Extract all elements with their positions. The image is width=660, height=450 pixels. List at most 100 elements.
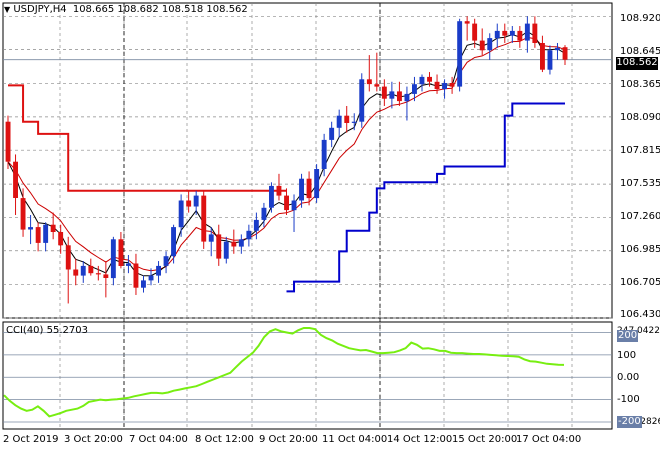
cci-level-tick: -200 xyxy=(617,416,642,428)
candle-body xyxy=(540,43,545,70)
candle-body xyxy=(126,263,131,266)
price-tick: 108.645 xyxy=(620,46,660,57)
price-tick: 106.985 xyxy=(620,244,660,255)
candle-body xyxy=(434,81,440,90)
candle-body xyxy=(464,21,470,24)
candle-body xyxy=(201,195,207,242)
time-tick: 8 Oct 12:00 xyxy=(195,434,254,445)
time-tick: 17 Oct 04:00 xyxy=(516,434,582,445)
candle-body xyxy=(223,241,229,259)
candle-body xyxy=(509,30,515,36)
fast-moving-average xyxy=(7,31,566,277)
candle-body xyxy=(216,234,222,259)
time-tick: 15 Oct 20:00 xyxy=(452,434,518,445)
candle-body xyxy=(419,76,425,85)
current-price-tag: 108.562 xyxy=(616,57,658,70)
time-tick: 11 Oct 04:00 xyxy=(322,434,388,445)
candle-body xyxy=(208,234,214,242)
candle-body xyxy=(88,265,94,274)
candle-body xyxy=(389,91,395,99)
candle-body xyxy=(58,232,64,246)
candle-body xyxy=(412,84,417,94)
price-tick: 107.535 xyxy=(620,178,660,189)
candle-body xyxy=(95,273,101,275)
candle-body xyxy=(427,76,432,82)
candle-body xyxy=(20,198,26,230)
candle-body xyxy=(65,245,71,270)
price-tick: 108.365 xyxy=(620,79,660,90)
candle-body xyxy=(494,30,500,39)
candle-body xyxy=(13,161,18,198)
candle-body xyxy=(186,200,192,207)
candle-body xyxy=(457,21,463,87)
lower-band-line xyxy=(286,102,565,293)
candle-body xyxy=(80,265,86,276)
candle-body xyxy=(555,47,560,51)
candle-body xyxy=(336,115,342,128)
candle-body xyxy=(118,239,124,266)
upper-band-line xyxy=(8,84,287,192)
candle-body xyxy=(502,30,508,36)
price-tick: 106.430 xyxy=(620,309,660,320)
candle-body xyxy=(532,23,538,43)
candle-body xyxy=(351,121,357,123)
cci-level-tick: 200 xyxy=(617,330,639,342)
candle-body xyxy=(35,227,41,243)
main-pane-frame xyxy=(2,2,613,319)
candle-body xyxy=(562,47,568,60)
candle-body xyxy=(366,79,372,85)
candle-body xyxy=(253,219,259,231)
candle-body xyxy=(404,93,410,102)
candle-body xyxy=(449,83,455,87)
candle-body xyxy=(306,178,312,199)
time-tick: 9 Oct 20:00 xyxy=(259,434,318,445)
candle-body xyxy=(28,227,33,230)
price-tick: 108.090 xyxy=(620,112,660,123)
candle-body xyxy=(359,79,365,122)
candle-body xyxy=(246,230,252,240)
candle-body xyxy=(178,200,184,228)
candle-body xyxy=(103,274,109,278)
price-tick: 107.260 xyxy=(620,211,660,222)
time-tick: 3 Oct 20:00 xyxy=(64,434,123,445)
indicator-pane-frame xyxy=(2,321,613,430)
candle-body xyxy=(291,200,297,211)
candle-body xyxy=(397,91,402,102)
candle-body xyxy=(171,227,176,257)
candle-body xyxy=(374,84,380,87)
time-tick: 2 Oct 2019 xyxy=(3,434,59,445)
candle-body xyxy=(517,30,523,41)
candle-body xyxy=(5,121,11,162)
candle-body xyxy=(524,23,530,41)
candle-body xyxy=(50,224,56,232)
candle-body xyxy=(442,83,447,90)
dropdown-triangle-icon[interactable]: ▼ xyxy=(4,5,11,14)
cci-line xyxy=(3,327,565,418)
candle-body xyxy=(261,207,267,220)
candle-body xyxy=(381,86,387,99)
candle-body xyxy=(141,280,146,288)
candle-body xyxy=(156,265,161,276)
cci-level-tick: 0.00 xyxy=(617,372,640,383)
candle-body xyxy=(276,185,282,196)
indicator-label: CCI(40) 55.2703 xyxy=(6,325,88,336)
ohlc-readout: 108.665 108.682 108.518 108.562 xyxy=(72,4,248,15)
candle-body xyxy=(163,256,169,266)
candle-body xyxy=(547,50,553,70)
time-tick: 14 Oct 12:00 xyxy=(387,434,453,445)
symbol-header: ▼ USDJPY,H4 108.665 108.682 108.518 108.… xyxy=(4,4,248,16)
cci-max-label: 247.0422 xyxy=(617,326,660,336)
symbol-label: USDJPY,H4 xyxy=(13,4,67,15)
candle-body xyxy=(73,269,79,276)
candle-body xyxy=(284,195,289,211)
candle-body xyxy=(43,224,49,243)
candle-body xyxy=(487,38,493,51)
candle-body xyxy=(110,239,116,279)
candle-body xyxy=(472,23,478,41)
candle-body xyxy=(148,275,154,281)
candle-body xyxy=(329,127,335,140)
candle-body xyxy=(133,263,139,288)
candle-body xyxy=(238,239,244,247)
